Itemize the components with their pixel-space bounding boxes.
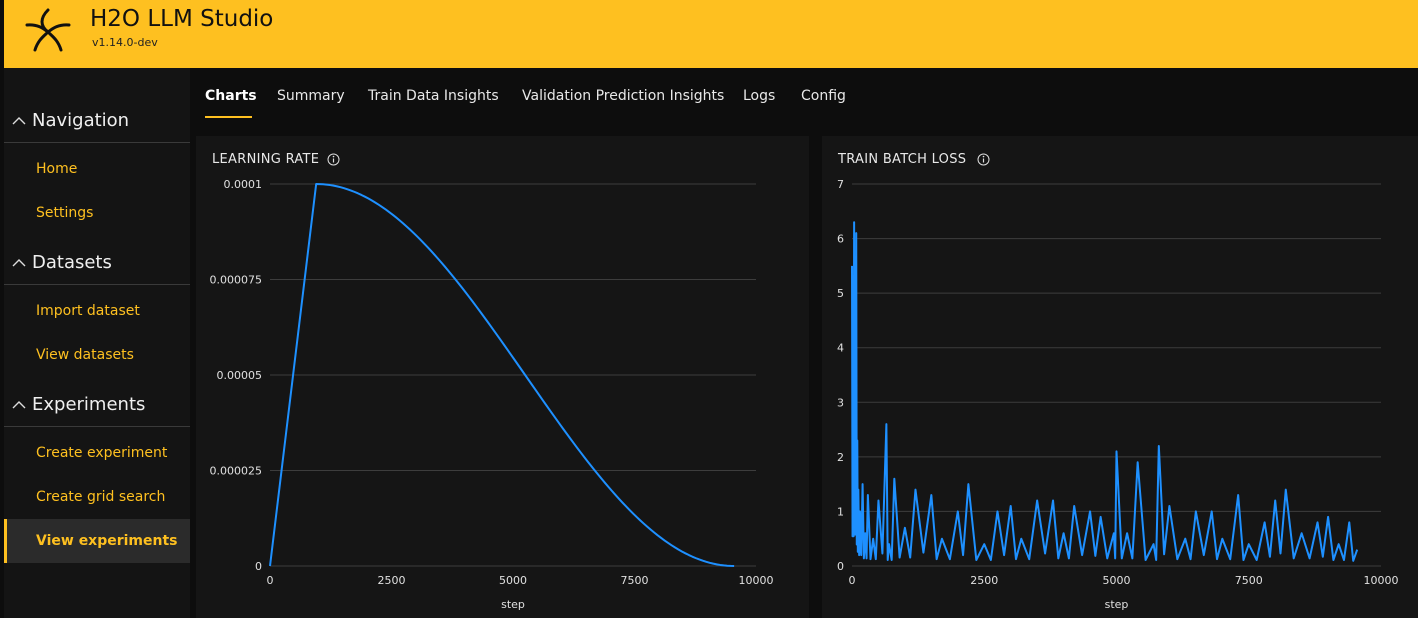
sidebar-item-import-dataset[interactable]: Import dataset — [36, 303, 140, 319]
train-batch-loss-card: TRAIN BATCH LOSS 0 1 2 3 4 5 6 7 0 2500 5000 7500 10… — [822, 136, 1418, 618]
x-tick-label: 2500 — [378, 574, 406, 587]
x-tick-label: 10000 — [739, 574, 774, 587]
x-axis-label: step — [501, 598, 525, 611]
x-tick-label: 0 — [849, 574, 856, 587]
y-tick-label: 0.000025 — [210, 465, 263, 478]
info-icon[interactable] — [327, 153, 340, 166]
x-tick-label: 2500 — [970, 574, 998, 587]
y-tick-label: 6 — [837, 233, 844, 246]
x-tick-label: 10000 — [1364, 574, 1399, 587]
x-tick-label: 7500 — [621, 574, 649, 587]
active-tab-indicator — [205, 116, 252, 118]
tab-charts[interactable]: Charts — [205, 88, 257, 104]
learning-rate-chart: 0 0.000025 0.00005 0.000075 0.0001 0 2500 5000 7… — [210, 178, 774, 611]
sidebar-item-create-experiment[interactable]: Create experiment — [36, 445, 168, 461]
tab-summary[interactable]: Summary — [277, 88, 345, 104]
x-tick-label: 0 — [267, 574, 274, 587]
app-header: H2O LLM Studio v1.14.0-dev — [4, 0, 1418, 68]
sidebar: Navigation Home Settings Datasets Import… — [4, 68, 190, 618]
tab-config[interactable]: Config — [801, 88, 846, 104]
info-icon[interactable] — [977, 153, 990, 166]
app-title: H2O LLM Studio — [90, 6, 274, 32]
chart-title: TRAIN BATCH LOSS — [838, 152, 967, 167]
y-tick-label: 0.00005 — [217, 369, 263, 382]
chevron-up-icon — [12, 401, 26, 409]
x-axis-label: step — [1105, 598, 1129, 611]
sidebar-item-home[interactable]: Home — [36, 161, 78, 177]
section-label: Datasets — [32, 252, 112, 273]
x-tick-label: 5000 — [1103, 574, 1131, 587]
y-tick-label: 2 — [837, 451, 844, 464]
y-tick-label: 3 — [837, 396, 844, 409]
sidebar-item-view-datasets[interactable]: View datasets — [36, 347, 134, 363]
h2o-logo-icon — [25, 8, 71, 52]
y-tick-label: 0.000075 — [210, 274, 263, 287]
section-label: Navigation — [32, 110, 130, 131]
chevron-up-icon — [12, 117, 26, 125]
nav-section-experiments[interactable]: Experiments — [4, 386, 190, 427]
sidebar-item-create-grid-search[interactable]: Create grid search — [36, 489, 166, 505]
app-version: v1.14.0-dev — [92, 36, 158, 49]
chevron-up-icon — [12, 259, 26, 267]
tab-train-data-insights[interactable]: Train Data Insights — [368, 88, 499, 104]
nav-section-datasets[interactable]: Datasets — [4, 244, 190, 285]
series-line — [851, 221, 1359, 562]
sidebar-item-view-experiments[interactable]: View experiments — [4, 519, 190, 563]
y-tick-label: 5 — [837, 287, 844, 300]
y-tick-label: 1 — [837, 505, 844, 518]
y-tick-label: 0 — [837, 560, 844, 573]
y-tick-label: 0 — [255, 560, 262, 573]
x-tick-label: 7500 — [1235, 574, 1263, 587]
section-label: Experiments — [32, 394, 146, 415]
y-tick-label: 7 — [837, 178, 844, 191]
train-batch-loss-chart: 0 1 2 3 4 5 6 7 0 2500 5000 7500 10000 step — [837, 178, 1399, 611]
tab-bar: Charts Summary Train Data Insights Valid… — [192, 68, 1418, 124]
sidebar-item-settings[interactable]: Settings — [36, 205, 94, 221]
tab-validation-prediction-insights[interactable]: Validation Prediction Insights — [522, 88, 725, 104]
tab-logs[interactable]: Logs — [743, 88, 776, 104]
nav-section-navigation[interactable]: Navigation — [4, 102, 190, 143]
y-tick-label: 0.0001 — [224, 178, 263, 191]
learning-rate-card: LEARNING RATE 0 0.000025 0.00005 0.000075 0.… — [196, 136, 809, 618]
chart-title: LEARNING RATE — [212, 152, 320, 167]
series-line — [269, 183, 735, 567]
y-tick-label: 4 — [837, 342, 844, 355]
x-tick-label: 5000 — [499, 574, 527, 587]
